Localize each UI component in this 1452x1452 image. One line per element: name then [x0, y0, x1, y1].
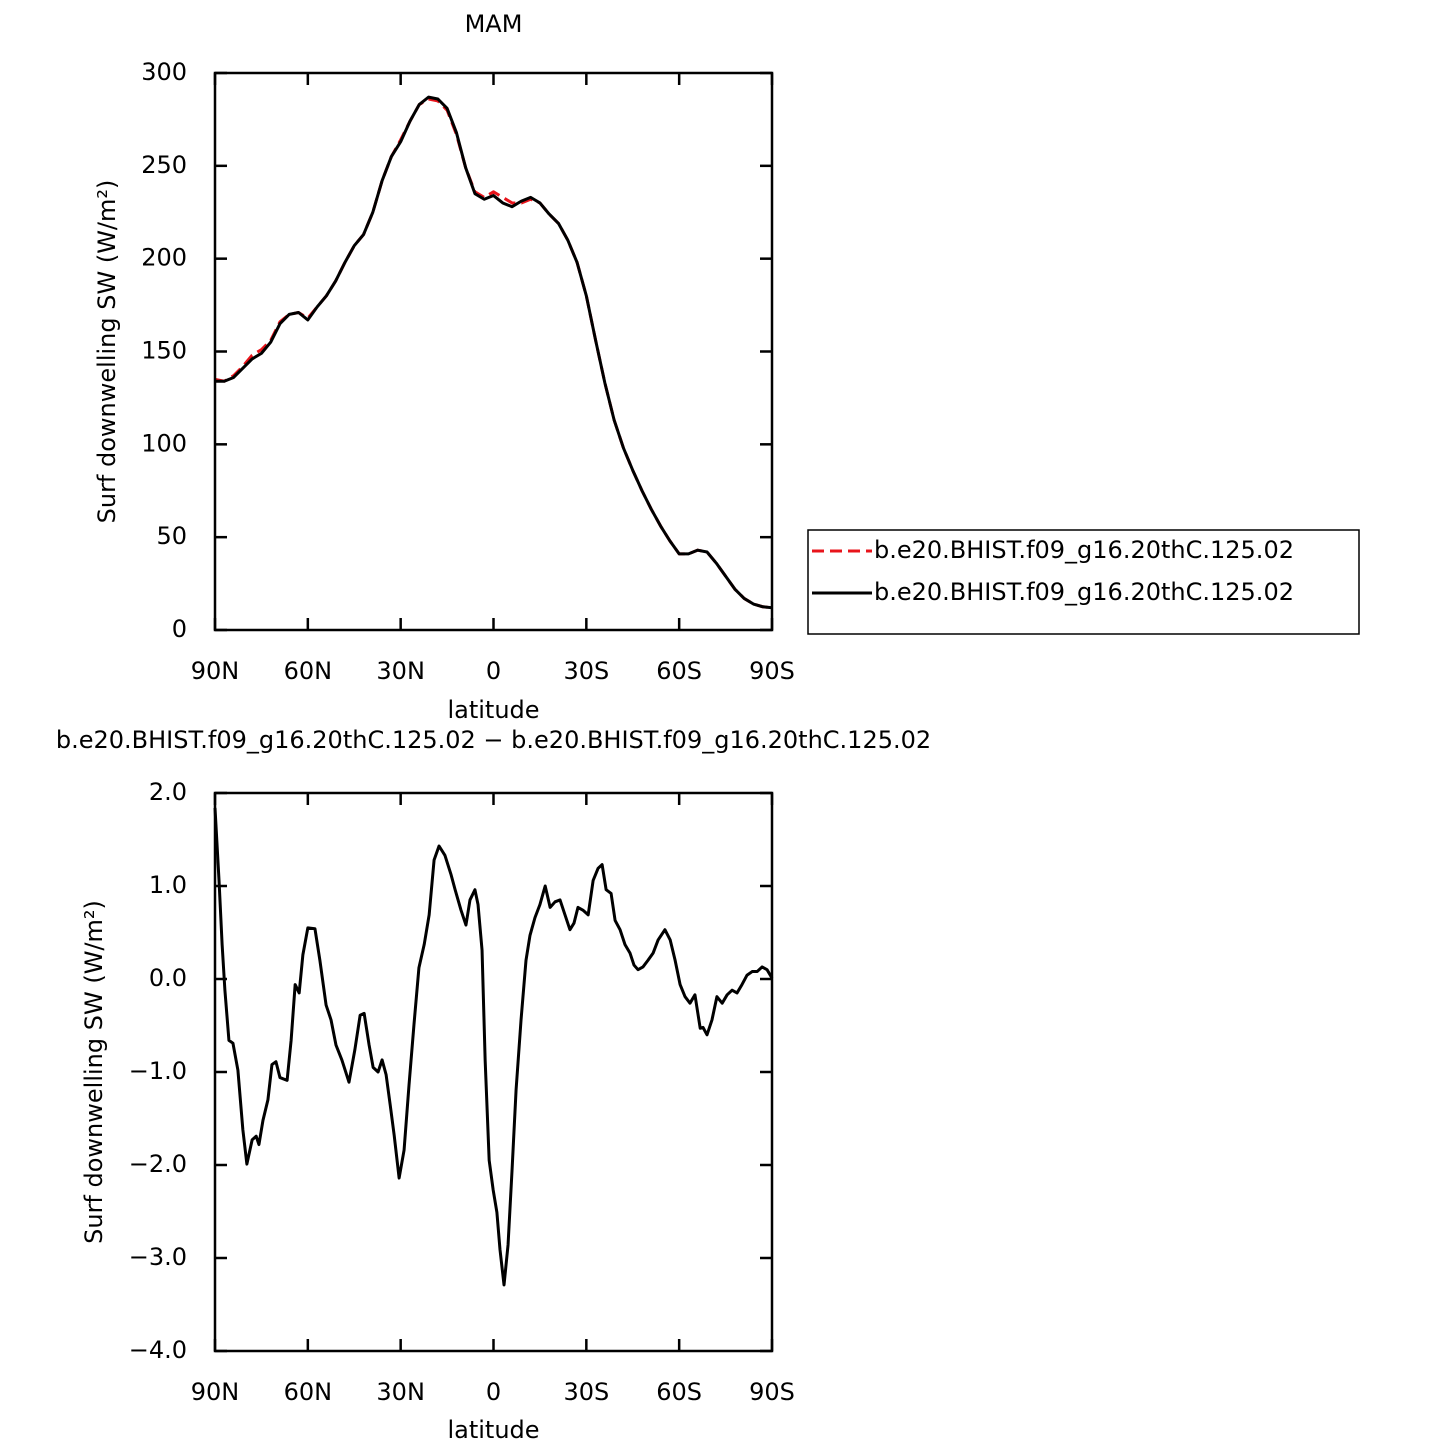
diff-line [213, 807, 774, 1287]
series-line [215, 95, 773, 610]
y-tick-label: 150 [141, 337, 187, 365]
y-axis-label: Surf downwelling SW (W/m²) [80, 900, 108, 1244]
x-tick-label: 0 [486, 1378, 501, 1406]
y-tick-label: −4.0 [129, 1336, 187, 1364]
y-tick-label: 300 [141, 58, 187, 86]
x-tick-label: 60S [656, 1378, 702, 1406]
x-tick-label: 30N [376, 1378, 425, 1406]
x-tick-label: 30S [563, 1378, 609, 1406]
y-tick-label: 2.0 [149, 778, 187, 806]
series-line [214, 97, 773, 610]
x-tick-label: 90S [749, 657, 795, 685]
x-axis-label: latitude [447, 696, 539, 724]
legend-label: b.e20.BHIST.f09_g16.20thC.125.02 [874, 536, 1294, 564]
x-axis-label: latitude [447, 1416, 539, 1444]
y-tick-label: −3.0 [129, 1243, 187, 1271]
x-tick-label: 60S [656, 657, 702, 685]
x-tick-label: 0 [486, 657, 501, 685]
y-tick-label: 0.0 [149, 964, 187, 992]
y-tick-label: 50 [156, 522, 187, 550]
x-tick-label: 90N [191, 1378, 240, 1406]
y-tick-label: −1.0 [129, 1057, 187, 1085]
y-tick-label: 250 [141, 151, 187, 179]
x-tick-label: 60N [284, 657, 333, 685]
plot-frame [213, 791, 774, 1353]
legend-label: b.e20.BHIST.f09_g16.20thC.125.02 [874, 578, 1294, 606]
chart-title: b.e20.BHIST.f09_g16.20thC.125.02 − b.e20… [56, 726, 931, 754]
y-tick-label: −2.0 [129, 1150, 187, 1178]
x-tick-label: 90N [191, 657, 240, 685]
x-tick-label: 30S [563, 657, 609, 685]
x-tick-label: 90S [749, 1378, 795, 1406]
plot-frame [213, 71, 774, 632]
y-tick-label: 200 [141, 244, 187, 272]
y-axis-label: Surf downwelling SW (W/m²) [93, 180, 121, 524]
chart-title: MAM [465, 10, 523, 38]
x-tick-label: 60N [284, 1378, 333, 1406]
y-tick-label: 100 [141, 429, 187, 457]
x-tick-label: 30N [376, 657, 425, 685]
legend-box [807, 529, 1360, 635]
y-tick-label: 0 [172, 615, 187, 643]
y-tick-label: 1.0 [149, 871, 187, 899]
